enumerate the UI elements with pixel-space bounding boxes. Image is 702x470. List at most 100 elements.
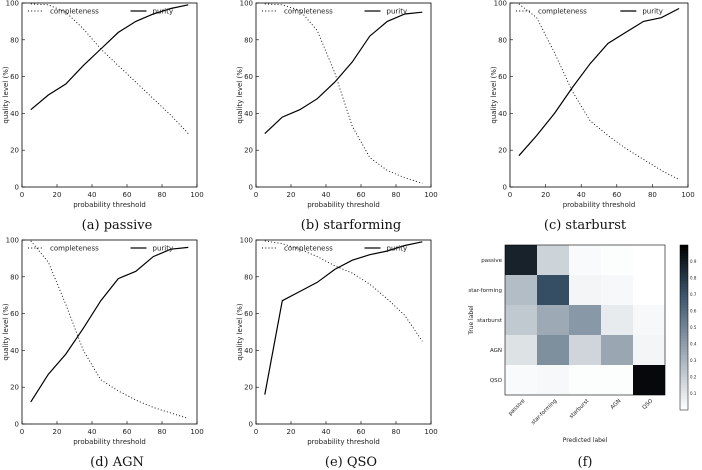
chart5-ytick-label: 0 <box>249 421 253 429</box>
chart4-ytick-label: 20 <box>10 384 19 392</box>
chart5-ytick-label: 20 <box>244 384 253 392</box>
caption-e: (e) QSO <box>324 455 378 470</box>
colorbar-segment <box>680 385 688 389</box>
colorbar-segment <box>680 322 688 326</box>
chart2-xtick-label: 20 <box>287 191 296 199</box>
chart4-xtick-label: 20 <box>53 428 62 436</box>
colorbar-segment <box>680 261 688 265</box>
heatmap-cell <box>505 335 537 365</box>
chart1-ytick-label: 20 <box>10 147 19 155</box>
caption-a: (a) passive <box>81 218 153 233</box>
colorbar-segment <box>680 313 688 317</box>
chart5-xtick-label: 20 <box>287 428 296 436</box>
chart2-xtick-label: 40 <box>322 191 331 199</box>
colorbar-tick-label: 0.3 <box>690 358 697 363</box>
heatmap-xtick-label: passive <box>507 398 526 417</box>
chart3-legend-label-purity: purity <box>642 8 663 16</box>
chart5-ytick-label: 40 <box>244 347 253 355</box>
colorbar-segment <box>680 297 688 301</box>
chart4-legend-label-purity: purity <box>153 245 174 253</box>
chart2-series-purity <box>264 11 423 135</box>
colorbar-segment <box>680 319 688 323</box>
heatmap-cell <box>569 335 601 365</box>
heatmap-cell <box>537 275 569 305</box>
colorbar-segment <box>680 300 688 304</box>
heatmap-cell <box>537 305 569 335</box>
colorbar-tick-label: 0.8 <box>690 276 697 281</box>
colorbar-segment <box>680 316 688 320</box>
chart3-xtick-label: 60 <box>612 191 621 199</box>
chart5-ylabel: quality level (%) <box>236 303 244 360</box>
chart4-xtick-label: 60 <box>123 428 132 436</box>
colorbar-segment <box>680 377 688 381</box>
colorbar-segment <box>680 407 688 411</box>
chart3-ytick-label: 0 <box>503 184 507 192</box>
colorbar-tick-label: 0.2 <box>690 375 697 380</box>
chart5-ytick-label: 60 <box>244 310 253 318</box>
chart5-xtick-label: 100 <box>424 428 437 436</box>
colorbar-segment <box>680 374 688 378</box>
colorbar-segment <box>680 352 688 356</box>
colorbar-tick-label: 0.6 <box>690 309 697 314</box>
chart1-xtick-label: 0 <box>20 191 24 199</box>
colorbar-segment <box>680 294 688 298</box>
colorbar-segment <box>680 280 688 284</box>
colorbar-tick-label: 0.7 <box>690 292 697 297</box>
chart3-series-completeness <box>518 3 680 180</box>
colorbar-segment <box>680 247 688 251</box>
chart3-ytick-label: 20 <box>498 147 507 155</box>
colorbar-segment <box>680 388 688 392</box>
chart4-ytick-label: 40 <box>10 347 19 355</box>
chart4-plot-frame <box>21 239 198 425</box>
colorbar-segment <box>680 338 688 342</box>
chart2-plot-frame <box>255 2 432 188</box>
chart2-xtick-label: 100 <box>424 191 437 199</box>
colorbar-tick-label: 0.4 <box>690 342 697 347</box>
colorbar-segment <box>680 272 688 276</box>
chart5-ytick-label: 80 <box>244 273 253 281</box>
chart5-legend-label-completeness: completeness <box>284 245 333 253</box>
caption-c: (c) starburst <box>543 218 627 233</box>
heatmap-xtick-label: AGN <box>610 398 623 411</box>
colorbar-segment <box>680 258 688 262</box>
heatmap-cell <box>505 305 537 335</box>
heatmap-xtick-label: QSO <box>642 398 655 411</box>
chart3-xtick-label: 0 <box>508 191 512 199</box>
chart2-ylabel: quality level (%) <box>236 66 244 123</box>
chart4-series-completeness <box>30 240 189 419</box>
chart4-xtick-label: 0 <box>20 428 24 436</box>
chart5-xtick-label: 60 <box>357 428 366 436</box>
chart5-xtick-label: 40 <box>322 428 331 436</box>
chart5-legend-label-purity: purity <box>387 245 408 253</box>
chart5-xtick-label: 0 <box>254 428 258 436</box>
chart1-ytick-label: 80 <box>10 36 19 44</box>
chart1-xtick-label: 80 <box>158 191 167 199</box>
chart1-ytick-label: 40 <box>10 110 19 118</box>
chart4-ytick-label: 0 <box>15 421 19 429</box>
chart1-legend-label-purity: purity <box>153 8 174 16</box>
heatmap-ytick-label: AGN <box>490 348 502 354</box>
chart4-series-purity <box>30 246 189 403</box>
colorbar-segment <box>680 267 688 271</box>
colorbar-segment <box>680 404 688 408</box>
colorbar-segment <box>680 341 688 345</box>
colorbar-segment <box>680 344 688 348</box>
caption-d: (d) AGN <box>90 455 144 470</box>
chart1-xtick-label: 40 <box>88 191 97 199</box>
heatmap-cell <box>569 275 601 305</box>
colorbar-segment <box>680 286 688 290</box>
chart2-xtick-label: 60 <box>357 191 366 199</box>
colorbar-segment <box>680 366 688 370</box>
colorbar-segment <box>680 269 688 273</box>
colorbar-segment <box>680 289 688 293</box>
colorbar-segment <box>680 256 688 260</box>
chart5-ytick-label: 100 <box>240 237 253 245</box>
chart1-plot-frame <box>21 2 198 188</box>
chart2-legend-label-purity: purity <box>387 8 408 16</box>
chart4-xtick-label: 100 <box>190 428 203 436</box>
colorbar-segment <box>680 305 688 309</box>
colorbar-segment <box>680 360 688 364</box>
colorbar-segment <box>680 330 688 334</box>
heatmap-cell <box>537 365 569 395</box>
colorbar-segment <box>680 401 688 405</box>
